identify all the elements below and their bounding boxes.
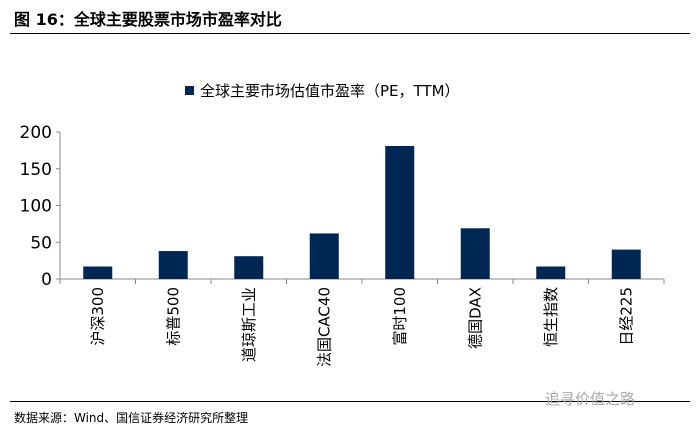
bar [460, 228, 490, 279]
y-tick-label: 0 [41, 270, 52, 290]
legend-label: 全球主要市场估值市盈率（PE，TTM） [200, 82, 460, 100]
x-tick-label: 沪深300 [89, 287, 107, 346]
y-tick-label: 100 [20, 197, 52, 217]
title-divider [10, 33, 690, 34]
x-tick-label: 恒生指数 [542, 287, 560, 347]
x-tick-label: 法国CAC40 [315, 287, 333, 367]
y-tick-label: 150 [20, 160, 52, 180]
x-tick-label: 富时100 [391, 287, 409, 346]
x-tick-label: 日经225 [617, 287, 635, 346]
x-tick-label: 德国DAX [466, 287, 484, 349]
bar-chart: 全球主要市场估值市盈率（PE，TTM） 0 50 100 150 200 沪深300 标普50… [20, 82, 665, 367]
figure-title: 图 16：全球主要股票市场市盈率对比 [14, 10, 282, 29]
bar [611, 249, 641, 279]
bar [385, 145, 415, 279]
y-tick-label: 200 [20, 123, 52, 143]
footer-divider [10, 401, 690, 402]
legend-swatch [185, 86, 194, 95]
bar [83, 266, 113, 279]
bar [536, 266, 566, 279]
x-tick-label: 道琼斯工业 [240, 287, 258, 362]
bar [234, 256, 264, 279]
x-tick-label: 标普500 [164, 287, 182, 346]
watermark: 追寻价值之路 [545, 390, 636, 408]
source-note: 数据来源：Wind、国信证券经济研究所整理 [14, 411, 249, 425]
y-tick-label: 50 [30, 233, 52, 253]
bar [158, 251, 188, 279]
bar [309, 233, 339, 279]
